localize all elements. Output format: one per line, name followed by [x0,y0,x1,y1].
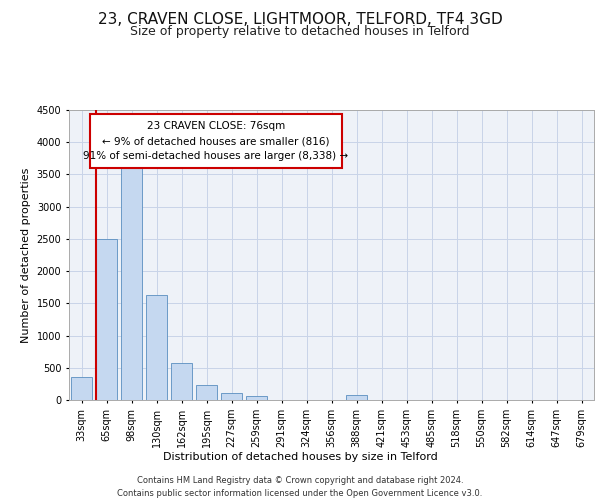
Bar [196,385,217,400]
Bar [346,395,367,400]
Bar [121,162,142,400]
Bar [221,393,242,400]
Bar [96,239,117,400]
FancyBboxPatch shape [90,114,342,168]
Bar [171,363,192,400]
Text: Contains HM Land Registry data © Crown copyright and database right 2024.
Contai: Contains HM Land Registry data © Crown c… [118,476,482,498]
Bar [146,296,167,400]
Text: 23 CRAVEN CLOSE: 76sqm
← 9% of detached houses are smaller (816)
91% of semi-det: 23 CRAVEN CLOSE: 76sqm ← 9% of detached … [83,122,349,161]
Bar [71,378,92,400]
Y-axis label: Number of detached properties: Number of detached properties [21,168,31,342]
Text: Size of property relative to detached houses in Telford: Size of property relative to detached ho… [130,25,470,38]
Text: 23, CRAVEN CLOSE, LIGHTMOOR, TELFORD, TF4 3GD: 23, CRAVEN CLOSE, LIGHTMOOR, TELFORD, TF… [98,12,502,28]
Text: Distribution of detached houses by size in Telford: Distribution of detached houses by size … [163,452,437,462]
Bar [246,396,267,400]
